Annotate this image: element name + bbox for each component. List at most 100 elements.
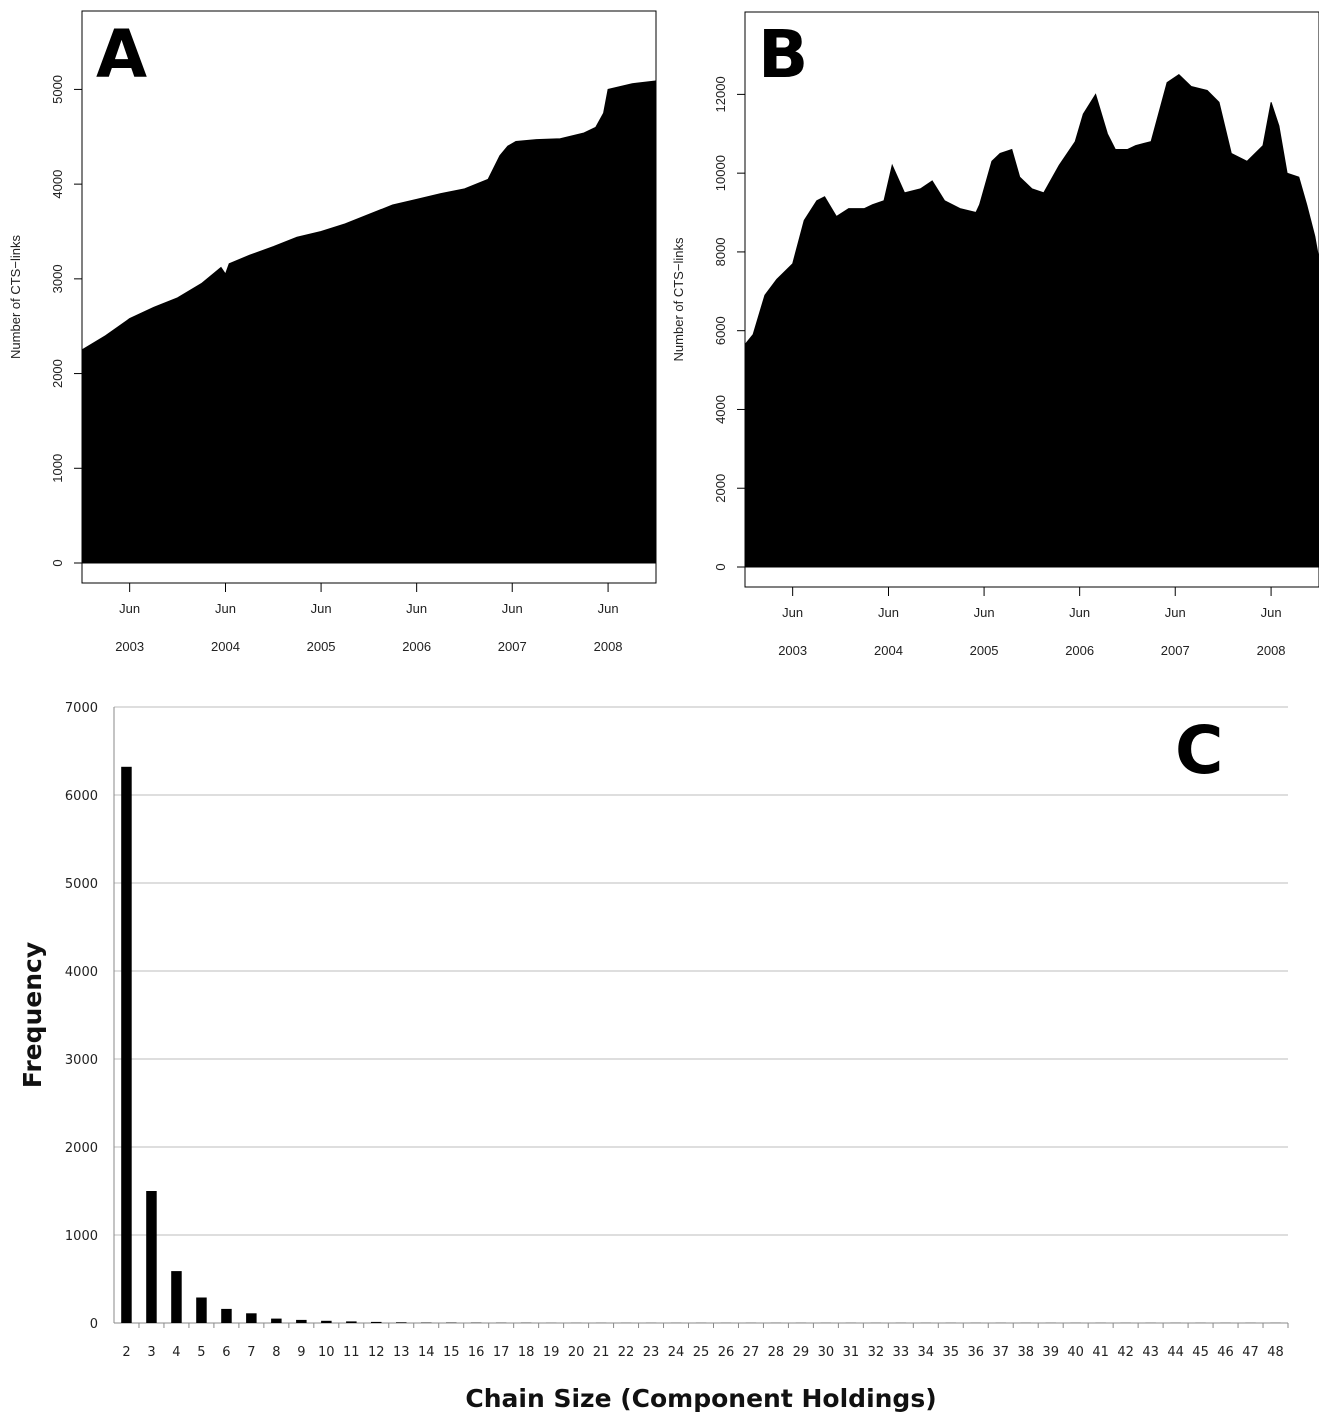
x-tick-label-year: 2008 [594, 639, 623, 654]
x-tick-label-year: 2006 [402, 639, 431, 654]
y-axis-label: Number of CTS−links [8, 235, 23, 359]
plot-frame [81, 10, 657, 584]
x-tick-label: 43 [1142, 1345, 1159, 1360]
y-tick-label: 0 [713, 563, 728, 570]
x-tick-label: 15 [443, 1345, 460, 1360]
x-tick-label-month: Jun [598, 601, 619, 616]
y-axis-label: Frequency [18, 942, 47, 1088]
y-tick-label: 12000 [713, 76, 728, 112]
x-tick-label: 21 [593, 1345, 610, 1360]
y-tick-label: 1000 [65, 1229, 98, 1244]
x-tick-label: 12 [368, 1345, 385, 1360]
bar [196, 1297, 207, 1323]
x-tick-label-month: Jun [311, 601, 332, 616]
x-tick-label: 34 [918, 1345, 935, 1360]
x-tick-label: 2 [122, 1345, 130, 1360]
y-tick-label: 2000 [65, 1141, 98, 1156]
y-tick-label: 4000 [713, 395, 728, 424]
x-tick-label: 23 [643, 1345, 660, 1360]
x-tick-label: 36 [967, 1345, 984, 1360]
y-tick-label: 2000 [50, 359, 65, 388]
x-tick-label: 33 [893, 1345, 910, 1360]
x-tick-label-year: 2008 [1257, 643, 1286, 658]
x-tick-label-month: Jun [406, 601, 427, 616]
x-tick-label: 13 [393, 1345, 410, 1360]
area-series [744, 74, 1319, 568]
x-tick-label: 42 [1117, 1345, 1134, 1360]
x-tick-label: 16 [468, 1345, 485, 1360]
x-tick-label-year: 2003 [115, 639, 144, 654]
x-tick-label: 46 [1217, 1345, 1234, 1360]
x-tick-label-month: Jun [1261, 605, 1282, 620]
x-tick-label: 6 [222, 1345, 230, 1360]
x-tick-label: 39 [1042, 1345, 1059, 1360]
y-tick-label: 1000 [50, 454, 65, 483]
bar [271, 1318, 282, 1323]
x-tick-label: 25 [693, 1345, 710, 1360]
x-tick-label: 18 [518, 1345, 535, 1360]
x-tick-label: 44 [1167, 1345, 1184, 1360]
bar [121, 766, 132, 1323]
x-tick-label: 14 [418, 1345, 435, 1360]
x-tick-label: 19 [543, 1345, 560, 1360]
x-tick-label: 11 [343, 1345, 360, 1360]
x-tick-label: 32 [868, 1345, 885, 1360]
x-tick-label: 27 [743, 1345, 760, 1360]
x-tick-label: 30 [818, 1345, 835, 1360]
x-tick-label: 37 [992, 1345, 1009, 1360]
bar [221, 1308, 232, 1323]
x-tick-label: 20 [568, 1345, 585, 1360]
x-tick-label: 40 [1067, 1345, 1084, 1360]
x-tick-label-year: 2007 [1161, 643, 1190, 658]
bar [321, 1320, 332, 1323]
y-tick-label: 5000 [65, 877, 98, 892]
y-tick-label: 0 [90, 1317, 98, 1332]
x-tick-label: 47 [1242, 1345, 1259, 1360]
bar [396, 1322, 407, 1323]
y-tick-label: 4000 [65, 965, 98, 980]
y-tick-label: 6000 [65, 789, 98, 804]
y-tick-label: 7000 [65, 701, 98, 716]
x-axis-label: Chain Size (Component Holdings) [465, 1384, 936, 1413]
y-tick-label: 5000 [50, 75, 65, 104]
x-tick-label-month: Jun [119, 601, 140, 616]
plot-frame [744, 11, 1319, 588]
x-tick-label-year: 2005 [307, 639, 336, 654]
x-tick-label: 26 [718, 1345, 735, 1360]
x-tick-label: 31 [843, 1345, 860, 1360]
x-tick-label-year: 2007 [498, 639, 527, 654]
y-tick-label: 2000 [713, 474, 728, 503]
x-tick-label: 17 [493, 1345, 510, 1360]
panel-label: B [758, 16, 808, 93]
x-tick-label: 28 [768, 1345, 785, 1360]
x-tick-label-month: Jun [1069, 605, 1090, 620]
bar [246, 1313, 257, 1323]
x-tick-label: 5 [197, 1345, 205, 1360]
x-tick-label-month: Jun [215, 601, 236, 616]
x-tick-label: 41 [1092, 1345, 1109, 1360]
area-series [81, 80, 657, 564]
y-tick-label: 4000 [50, 170, 65, 199]
y-tick-label: 0 [50, 559, 65, 566]
y-tick-label: 6000 [713, 316, 728, 345]
x-tick-label-month: Jun [878, 605, 899, 620]
x-tick-label: 7 [247, 1345, 255, 1360]
x-tick-label: 24 [668, 1345, 685, 1360]
x-tick-label-year: 2004 [874, 643, 903, 658]
panel-label: A [96, 16, 147, 93]
y-axis-label: Number of CTS−links [671, 237, 686, 361]
x-tick-label: 22 [618, 1345, 635, 1360]
bar [296, 1319, 307, 1323]
x-tick-label-year: 2003 [778, 643, 807, 658]
x-tick-label-year: 2004 [211, 639, 240, 654]
bar [346, 1321, 357, 1323]
x-tick-label: 38 [1017, 1345, 1034, 1360]
bar [146, 1191, 157, 1323]
x-tick-label: 45 [1192, 1345, 1209, 1360]
x-tick-label-month: Jun [974, 605, 995, 620]
panel-a-chart: 0 1000 2000 3000 4000 5000 Jun 2003 Jun 2004 Jun 20… [8, 10, 657, 654]
y-tick-label: 3000 [65, 1053, 98, 1068]
x-tick-label: 48 [1267, 1345, 1284, 1360]
x-tick-label: 29 [793, 1345, 810, 1360]
